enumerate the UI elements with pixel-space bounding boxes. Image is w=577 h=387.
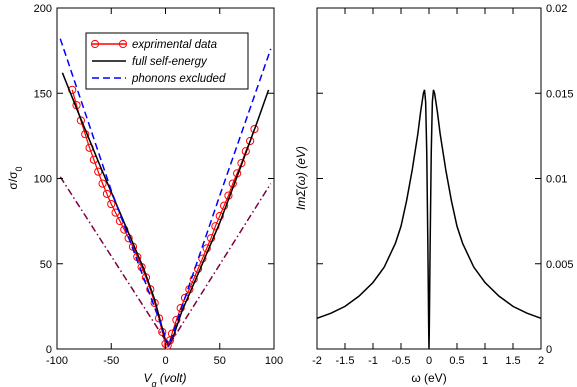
right-x-tick-label: 0: [426, 355, 432, 367]
left-x-label-rest: (volt): [157, 371, 187, 385]
left-y-tick-label: 50: [40, 259, 52, 271]
legend-marker-0: [118, 39, 128, 49]
left-series-1-line: [61, 72, 270, 347]
left-series-0-point: [180, 293, 190, 302]
left-y-label-sub: 0: [14, 166, 24, 171]
right-chart-panel: -2 -1.5 -1 -0.5 0 0.5 1 1.5 200.0050.010.0150.02…: [294, 3, 574, 385]
left-series-0-point: [246, 136, 255, 146]
svg-text:Vg (volt): Vg (volt): [143, 371, 186, 387]
left-series-layer: [59, 38, 272, 350]
right-x-tick-label: 2: [538, 355, 544, 367]
legend-label-1: full self-energy: [132, 56, 208, 68]
left-series-0-point: [215, 211, 224, 221]
right-x-tick-label: -1.5: [336, 355, 355, 367]
left-y-axis-label: σ/σ0: [6, 166, 24, 189]
left-series-0-point: [107, 199, 116, 209]
legend-label-2: phonons excluded: [131, 73, 226, 85]
right-x-tick-label: -1: [368, 355, 378, 367]
left-x-tick-label: 100: [265, 355, 283, 367]
left-series-3-line: [59, 176, 272, 347]
right-y-tick-label: 0.02: [546, 3, 567, 15]
right-series-0-line: [316, 89, 542, 350]
right-y-tick-label: 0.005: [546, 259, 574, 271]
right-y-tick-label: 0.01: [546, 174, 567, 186]
right-y-tick-label: 0: [546, 344, 552, 356]
right-series-layer: [316, 89, 542, 350]
left-y-tick-label: 100: [34, 174, 52, 186]
legend-label-0: exprimental data: [132, 39, 217, 51]
left-series-0-point: [76, 116, 85, 125]
svg-text:σ/σ0: σ/σ0: [6, 166, 24, 189]
left-y-tick-label: 150: [34, 88, 52, 100]
left-y-tick-label: 0: [46, 344, 52, 356]
right-x-tick-label: 0.5: [449, 355, 464, 367]
left-x-tick-label: 50: [214, 355, 226, 367]
left-x-tick-label: 0: [162, 355, 168, 367]
left-x-axis-label: Vg (volt): [143, 371, 186, 387]
left-series-0-line: [71, 89, 256, 347]
left-y-label-main: σ/σ: [6, 171, 20, 190]
left-y-tick-label: 200: [34, 3, 52, 15]
left-x-label-sub: g: [152, 379, 157, 387]
legend: exprimental data full self-energy phonons …: [85, 32, 249, 90]
right-x-tick-label: -0.5: [392, 355, 411, 367]
left-series-0-point: [102, 189, 112, 198]
left-series-0-point: [250, 124, 259, 134]
left-series-0-point: [98, 179, 107, 188]
left-x-tick-label: -50: [103, 355, 119, 367]
left-series-0-point: [172, 315, 181, 325]
right-y-tick-label: 0.015: [546, 88, 574, 100]
left-series-0-point: [176, 303, 185, 313]
legend-marker-0: [90, 39, 100, 49]
right-y-axis-label: ImΣ(ω) (eV): [294, 146, 308, 210]
left-x-tick-label: -100: [46, 355, 68, 367]
left-x-label-main: V: [143, 371, 152, 385]
left-tick-layer: -100 -50 0 50 100 0 50 100 150 200: [34, 3, 284, 367]
right-x-tick-label: -2: [312, 355, 322, 367]
right-x-tick-label: 1: [482, 355, 488, 367]
right-x-tick-label: 1.5: [505, 355, 520, 367]
left-series-2-line: [59, 38, 272, 348]
legend-items: exprimental data full self-energy phonons …: [90, 39, 226, 85]
right-x-axis-label: ω (eV): [411, 371, 446, 385]
